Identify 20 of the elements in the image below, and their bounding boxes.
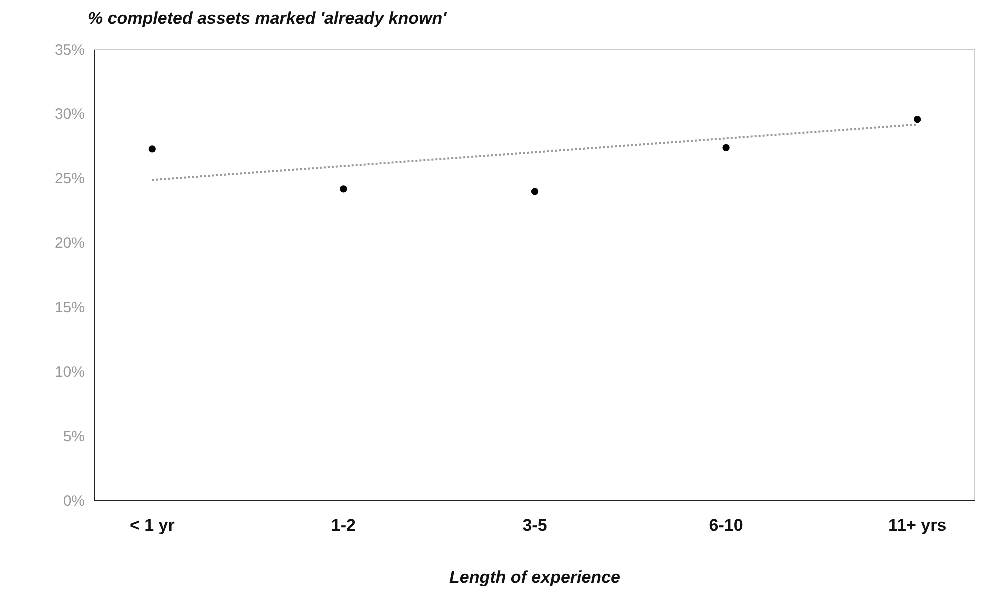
point [722,144,730,152]
y-tick-label: 10% [54,364,85,381]
y-tick-label: 35% [54,42,85,59]
x-tick-label: 1-2 [331,516,356,536]
y-tick-label: 25% [54,170,85,188]
point [914,116,922,124]
y-axis-title: % completed assets marked 'already known' [88,9,448,28]
x-tick-label: 3-5 [522,516,548,536]
point [340,186,348,193]
y-tick-label: 30% [54,106,85,124]
x-tick-label: < 1 yr [130,516,176,536]
y-tick-label: 5% [63,428,85,446]
y-tick-label: 20% [54,235,85,252]
point [531,188,539,196]
point [148,146,156,153]
x-tick-label: 6-10 [709,516,744,536]
y-tick-label: 0% [63,492,85,510]
x-tick-label: 11+ yrs [888,516,947,536]
y-tick-label: 15% [54,300,85,317]
x-axis-title: Length of experience [450,568,620,587]
